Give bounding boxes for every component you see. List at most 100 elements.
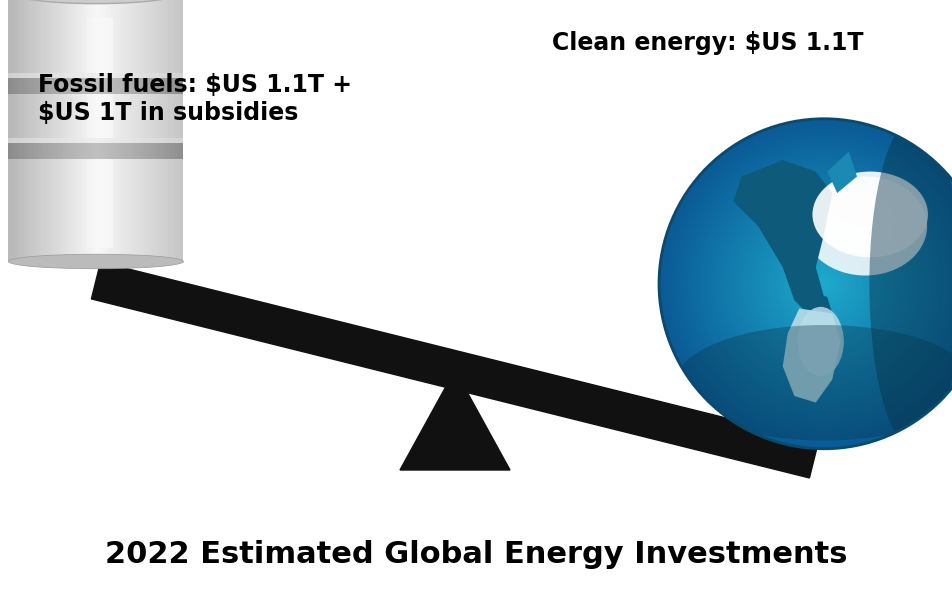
Bar: [59, 78, 61, 94]
Bar: [105, 143, 107, 159]
Bar: [50, 143, 52, 159]
Bar: [32, 73, 34, 78]
Bar: [26, 143, 29, 159]
Bar: [56, 73, 59, 78]
Bar: [127, 73, 129, 78]
Bar: [78, 78, 81, 94]
Bar: [32, 0, 34, 261]
Bar: [169, 0, 170, 261]
Bar: [164, 0, 166, 261]
Circle shape: [665, 125, 952, 442]
Bar: [41, 0, 44, 261]
Text: Fossil fuels: $US 1.1T +
$US 1T in subsidies: Fossil fuels: $US 1.1T + $US 1T in subsi…: [38, 73, 352, 125]
Polygon shape: [400, 370, 510, 470]
Bar: [34, 0, 37, 261]
Ellipse shape: [803, 176, 927, 275]
Bar: [116, 78, 118, 94]
Bar: [175, 143, 177, 159]
Bar: [30, 0, 32, 261]
Bar: [13, 138, 15, 143]
Bar: [30, 143, 32, 159]
Bar: [110, 18, 112, 248]
Bar: [46, 78, 48, 94]
Bar: [19, 138, 22, 143]
Bar: [94, 143, 96, 159]
Bar: [140, 0, 142, 261]
Bar: [9, 0, 10, 261]
Bar: [103, 143, 105, 159]
Circle shape: [758, 218, 890, 350]
Bar: [66, 78, 68, 94]
Bar: [157, 0, 159, 261]
Bar: [52, 78, 54, 94]
Bar: [91, 18, 92, 248]
Bar: [172, 0, 175, 261]
Circle shape: [814, 274, 834, 294]
Circle shape: [729, 189, 919, 379]
Bar: [66, 143, 68, 159]
Circle shape: [721, 181, 927, 387]
Bar: [19, 143, 22, 159]
Bar: [74, 143, 76, 159]
Bar: [120, 78, 122, 94]
Bar: [164, 78, 166, 94]
Bar: [135, 138, 137, 143]
Bar: [150, 143, 153, 159]
Bar: [48, 143, 50, 159]
Bar: [105, 0, 107, 261]
Bar: [56, 143, 59, 159]
Bar: [181, 73, 184, 78]
Bar: [85, 73, 88, 78]
Bar: [137, 138, 140, 143]
Bar: [72, 0, 74, 261]
Bar: [22, 0, 24, 261]
Bar: [177, 143, 179, 159]
Bar: [147, 138, 149, 143]
Bar: [89, 73, 91, 78]
Circle shape: [740, 199, 908, 368]
Bar: [170, 0, 172, 261]
Bar: [96, 143, 98, 159]
Bar: [72, 78, 74, 94]
Bar: [107, 0, 109, 261]
Bar: [142, 0, 144, 261]
Bar: [76, 143, 78, 159]
Circle shape: [777, 236, 871, 331]
Bar: [34, 78, 37, 94]
Bar: [131, 138, 133, 143]
Polygon shape: [733, 160, 832, 317]
Bar: [137, 73, 140, 78]
Circle shape: [784, 245, 863, 323]
Bar: [61, 143, 63, 159]
Bar: [159, 138, 162, 143]
Bar: [107, 18, 109, 248]
Bar: [59, 73, 61, 78]
Bar: [9, 78, 10, 94]
Circle shape: [789, 248, 859, 319]
Bar: [100, 143, 103, 159]
Circle shape: [733, 193, 915, 375]
Bar: [107, 73, 109, 78]
Bar: [137, 0, 140, 261]
Bar: [113, 78, 116, 94]
Circle shape: [795, 255, 853, 313]
Bar: [19, 78, 22, 94]
Bar: [22, 143, 24, 159]
Bar: [63, 78, 66, 94]
Bar: [166, 0, 169, 261]
Bar: [98, 78, 100, 94]
Bar: [10, 0, 13, 261]
Bar: [22, 78, 24, 94]
Circle shape: [682, 141, 952, 426]
Bar: [41, 73, 44, 78]
Bar: [133, 138, 135, 143]
Bar: [172, 78, 175, 94]
Bar: [100, 138, 103, 143]
Circle shape: [717, 176, 931, 391]
Bar: [30, 73, 32, 78]
Bar: [72, 73, 74, 78]
Bar: [122, 78, 125, 94]
Bar: [32, 78, 34, 94]
Bar: [10, 78, 13, 94]
Circle shape: [664, 123, 952, 445]
